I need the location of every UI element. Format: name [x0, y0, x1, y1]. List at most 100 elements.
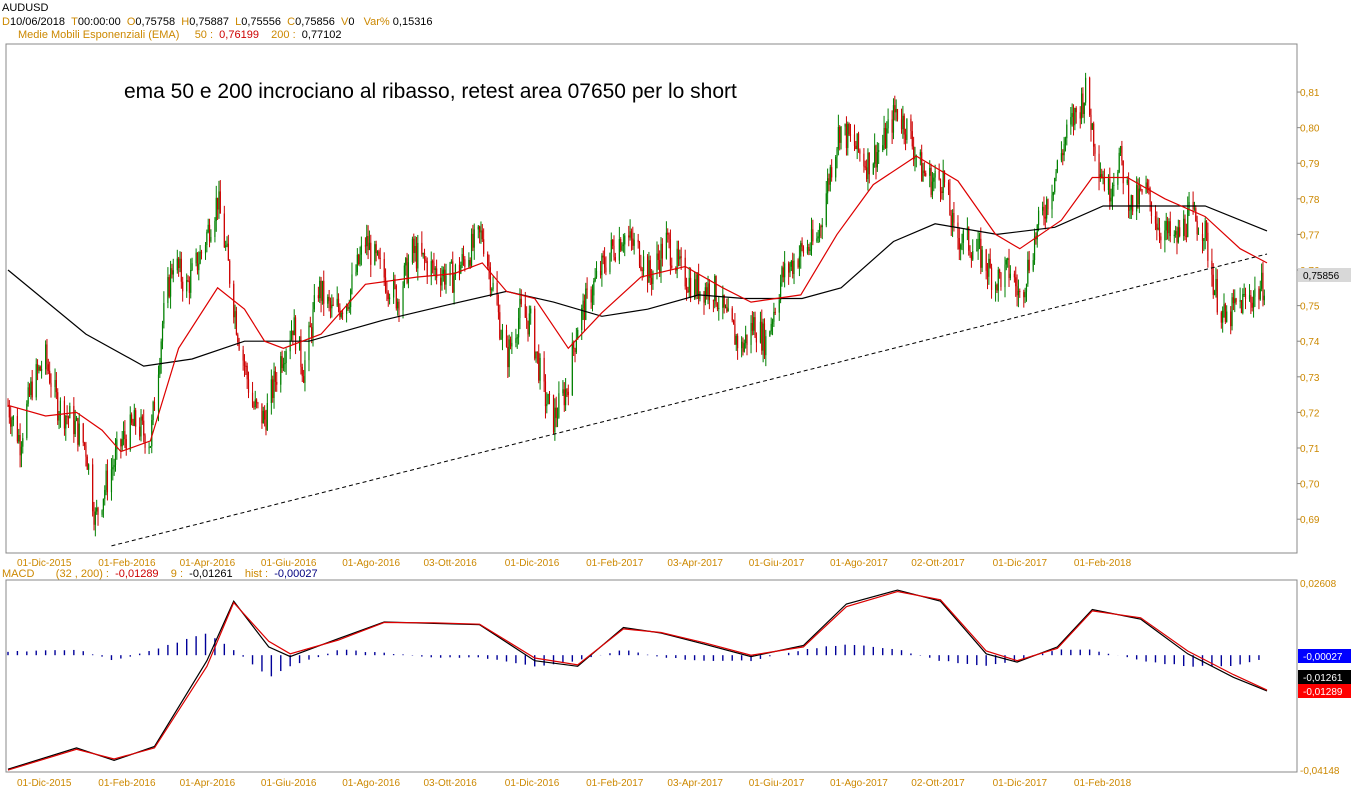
candle-body	[999, 269, 1001, 274]
candle-body	[157, 374, 160, 411]
candle-body	[28, 387, 31, 396]
candle-body	[301, 366, 303, 377]
candle-body	[74, 420, 76, 435]
candle-body	[383, 258, 385, 278]
candle-body	[923, 170, 925, 174]
candle-body	[135, 410, 137, 427]
candle-body	[406, 258, 408, 283]
candle-body	[989, 258, 991, 268]
candle-body	[368, 242, 371, 251]
candle-body	[18, 434, 20, 442]
candle-body	[642, 256, 645, 271]
candle-body	[988, 258, 990, 277]
candle-body	[571, 342, 573, 396]
candle-body	[356, 254, 358, 273]
candle-body	[340, 312, 342, 317]
candle-body	[806, 247, 809, 254]
candle-body	[149, 446, 152, 448]
candle-body	[331, 304, 333, 309]
candle-body	[479, 226, 481, 233]
candle-body	[114, 449, 117, 465]
candle-body	[255, 399, 258, 403]
candle-body	[1166, 221, 1169, 234]
candle-body	[350, 289, 352, 308]
candle-body	[27, 387, 29, 404]
candle-body	[820, 226, 822, 228]
candle-body	[527, 320, 529, 335]
candle-body	[765, 336, 767, 356]
candle-body	[714, 276, 716, 302]
candle-body	[962, 230, 964, 243]
candle-body	[481, 230, 483, 240]
candle-body	[469, 260, 471, 266]
candle-body	[468, 260, 470, 267]
macd-x-tick-label: 01-Feb-2017	[586, 778, 644, 789]
candle-body	[840, 126, 842, 143]
candle-body	[112, 467, 114, 470]
candle-body	[669, 239, 672, 266]
candle-body	[1192, 201, 1194, 209]
candle-body	[348, 307, 350, 309]
candle-body	[1168, 221, 1170, 234]
candle-body	[407, 262, 410, 283]
candle-body	[144, 435, 146, 448]
candle-body	[839, 126, 841, 143]
candle-body	[968, 227, 970, 251]
candle-body	[630, 231, 633, 239]
candle-body	[341, 312, 344, 314]
candle-body	[1000, 273, 1002, 288]
candle-body	[464, 259, 466, 267]
candle-body	[723, 294, 725, 308]
candle-body	[320, 280, 322, 301]
candle-body	[1013, 273, 1015, 278]
candle-body	[73, 405, 75, 435]
candle-body	[290, 330, 293, 340]
candle-body	[1054, 177, 1056, 193]
candle-body	[328, 296, 330, 302]
candle-body	[563, 389, 565, 406]
candle-body	[49, 370, 51, 383]
candle-body	[911, 131, 913, 147]
candle-body	[1009, 273, 1011, 278]
candle-body	[825, 193, 827, 226]
candle-body	[903, 115, 905, 135]
candle-body	[188, 281, 190, 293]
candle-body	[659, 259, 661, 272]
candle-body	[282, 364, 285, 369]
candle-body	[480, 230, 482, 233]
candle-body	[93, 511, 95, 525]
candle-body	[812, 229, 814, 242]
candle-body	[281, 356, 283, 369]
candle-body	[254, 399, 256, 407]
candle-body	[207, 224, 209, 233]
candle-body	[97, 507, 99, 515]
candle-body	[939, 179, 942, 192]
candle-body	[698, 274, 700, 299]
var-value: 0,15316	[392, 16, 433, 28]
candle-body	[1261, 272, 1263, 289]
candle-body	[1047, 199, 1049, 210]
candle-body	[214, 220, 216, 237]
candle-body	[113, 464, 115, 468]
candle-body	[755, 337, 758, 343]
candle-body	[1140, 188, 1142, 190]
candle-body	[257, 402, 259, 404]
candle-body	[367, 236, 369, 251]
candle-body	[58, 415, 60, 421]
candle-body	[802, 246, 805, 254]
candle-body	[125, 439, 127, 450]
candle-body	[487, 253, 489, 266]
candle-body	[951, 213, 954, 228]
candle-body	[969, 250, 971, 256]
candle-body	[1146, 182, 1149, 189]
candle-body	[853, 134, 856, 146]
candle-body	[977, 239, 979, 251]
candle-body	[797, 260, 799, 268]
candle-body	[226, 243, 228, 246]
candle-body	[458, 264, 461, 274]
price-x-tick-label: 01-Feb-2016	[98, 558, 156, 569]
price-y-tick-label: 0,78	[1300, 195, 1320, 206]
candle-body	[1213, 291, 1216, 295]
date-value: 10/06/2018	[9, 16, 66, 28]
candle-body	[218, 191, 220, 210]
